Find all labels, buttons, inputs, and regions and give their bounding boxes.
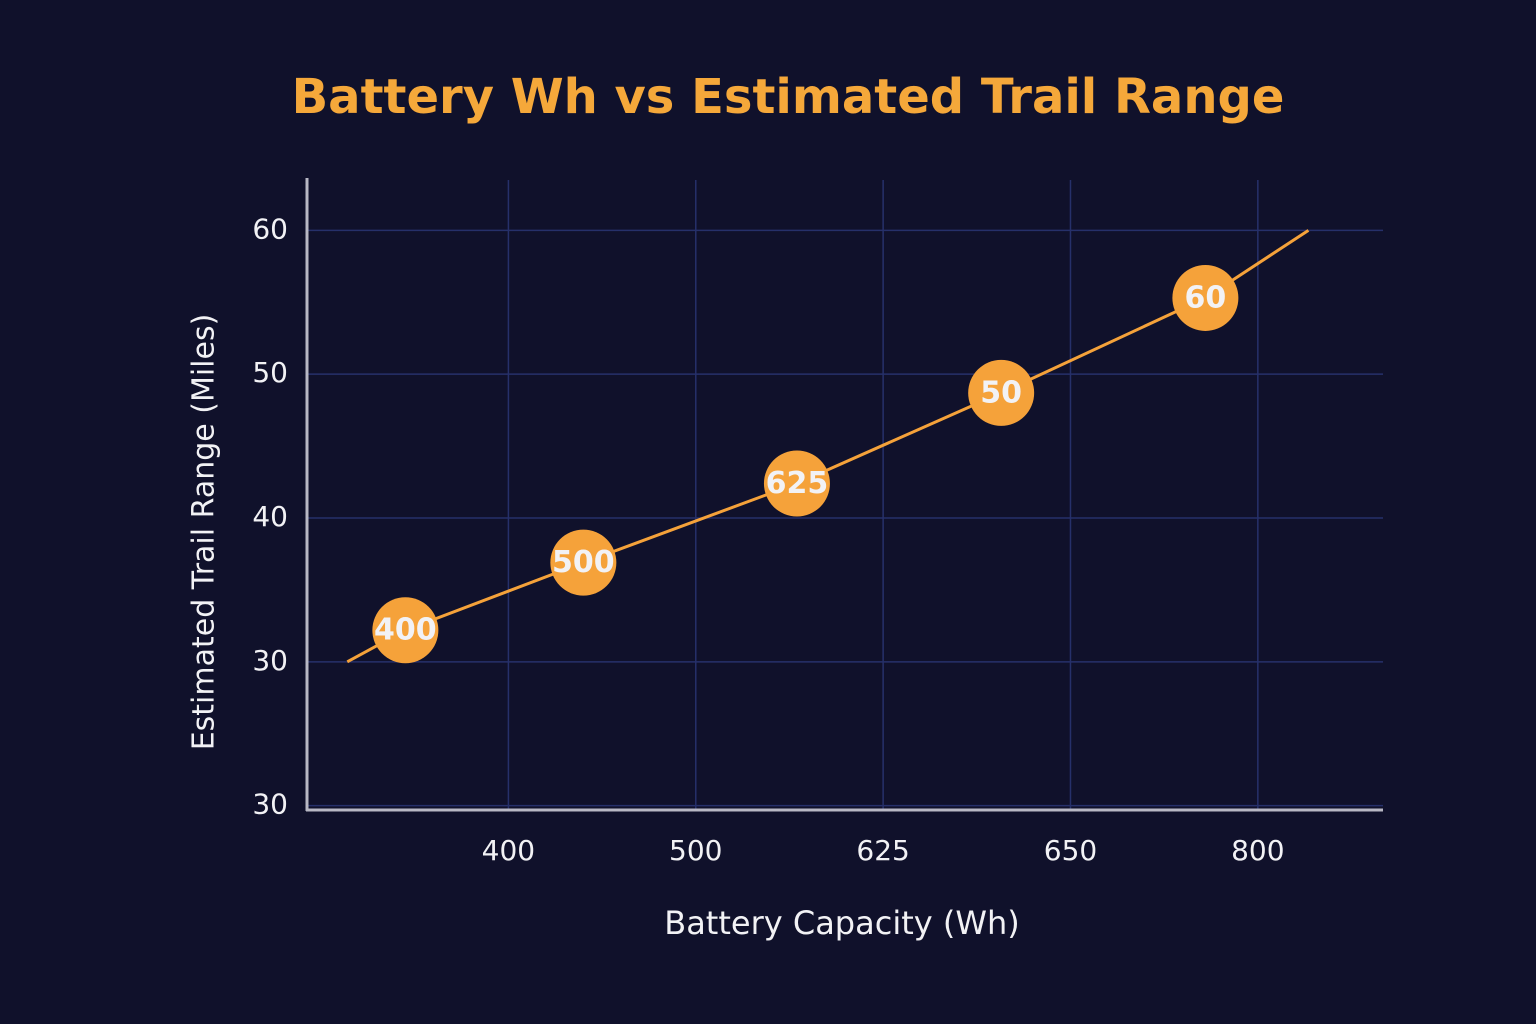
y-tick-label: 30 (252, 644, 288, 677)
point-label: 50 (980, 375, 1022, 410)
data-point (763, 450, 830, 517)
x-tick-label: 400 (482, 834, 535, 867)
point-label: 60 (1185, 280, 1227, 315)
point-label: 500 (552, 545, 615, 580)
x-axis-label: Battery Capacity (Wh) (664, 904, 1020, 942)
y-tick-label: 30 (252, 788, 288, 821)
y-tick-label: 60 (252, 212, 288, 245)
x-tick-label: 800 (1231, 834, 1284, 867)
data-point (968, 359, 1035, 426)
point-label: 400 (374, 613, 437, 648)
chart-title: Battery Wh vs Estimated Trail Range (292, 69, 1285, 125)
x-tick-label: 625 (856, 834, 909, 867)
marks: 400 500 625 50 60 (346, 229, 1310, 664)
y-tick-label: 40 (252, 500, 288, 533)
y-tick-label: 50 (252, 356, 288, 389)
x-tick-label: 500 (669, 834, 722, 867)
grid (307, 180, 1383, 810)
data-point (550, 529, 617, 596)
data-point (372, 597, 439, 664)
y-axis-label: Estimated Trail Range (Miles) (187, 314, 222, 751)
x-tick-label: 650 (1044, 834, 1097, 867)
data-point (1172, 264, 1239, 331)
point-label: 625 (766, 466, 829, 501)
